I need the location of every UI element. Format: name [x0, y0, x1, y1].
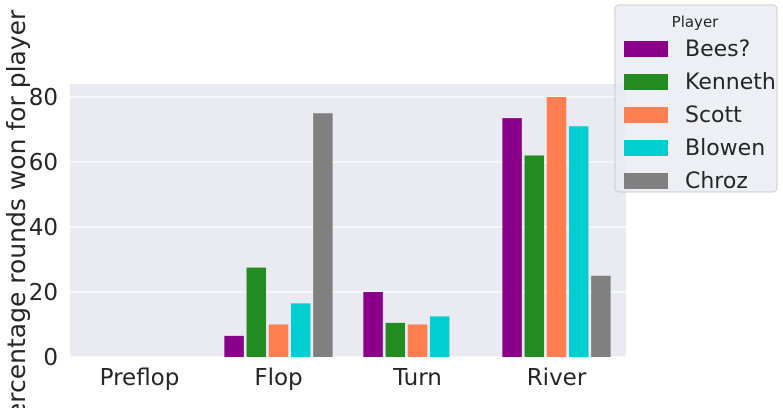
bar-kenneth-flop — [246, 267, 267, 357]
legend-swatch — [624, 74, 668, 90]
legend-label: Chroz — [685, 169, 748, 194]
bar-chroz-flop — [313, 113, 333, 357]
bar-bees-flop — [224, 335, 244, 357]
bars — [224, 97, 611, 357]
x-tick-label: Flop — [254, 365, 302, 391]
legend: Player Bees? Kenneth Scott Blowen Chroz — [614, 4, 778, 194]
bar-bees-river — [502, 118, 522, 357]
y-tick-label: 60 — [29, 150, 58, 176]
legend-title: Player — [672, 13, 720, 31]
legend-items: Bees? Kenneth Scott Blowen Chroz — [624, 37, 776, 194]
legend-box — [614, 4, 778, 193]
legend-label: Bees? — [685, 37, 750, 62]
bar-bees-turn — [363, 292, 383, 357]
y-tick-label: 40 — [29, 215, 58, 241]
y-tick-label: 20 — [29, 280, 58, 306]
bar-scott-flop — [268, 324, 289, 357]
legend-swatch — [624, 173, 668, 189]
bar-blowen-flop — [290, 303, 311, 357]
bar-chroz-river — [591, 275, 611, 357]
legend-swatch — [624, 41, 668, 57]
y-axis-label: Percentage rounds won for player — [2, 9, 31, 408]
bar-blowen-turn — [429, 316, 450, 357]
y-tick-label: 0 — [43, 345, 58, 371]
bar-scott-turn — [407, 324, 428, 357]
y-tick-label: 80 — [29, 85, 58, 111]
y-axis-ticks: 0 20 40 60 80 — [29, 85, 58, 371]
legend-label: Scott — [685, 103, 742, 128]
x-axis-ticks: Preflop Flop Turn River — [100, 365, 587, 391]
bar-scott-river — [546, 97, 567, 357]
x-tick-label: River — [527, 365, 587, 391]
bar-kenneth-river — [524, 155, 545, 357]
bar-blowen-river — [568, 126, 589, 357]
bar-kenneth-turn — [385, 322, 406, 357]
legend-label: Kenneth — [685, 70, 776, 95]
x-tick-label: Turn — [392, 365, 442, 391]
legend-swatch — [624, 140, 668, 156]
legend-label: Blowen — [685, 136, 765, 161]
legend-swatch — [624, 107, 668, 123]
x-tick-label: Preflop — [100, 365, 180, 391]
